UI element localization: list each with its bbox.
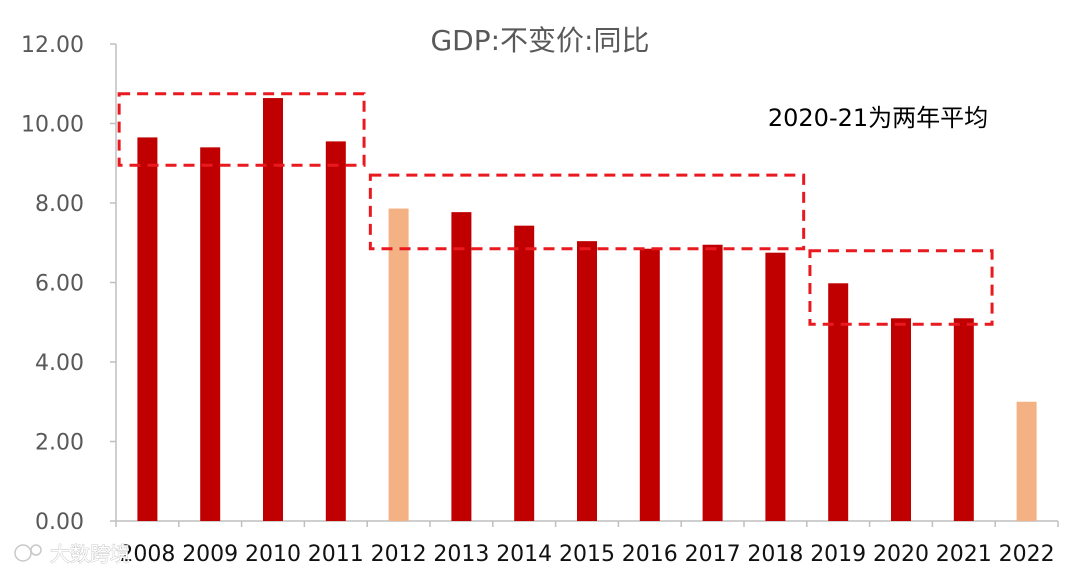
bar-2014: [514, 225, 535, 521]
dashed-highlight-box-2: [368, 173, 806, 251]
bar-2020: [891, 318, 911, 521]
x-tick-label: 2012: [371, 542, 427, 567]
bar-2022: [1016, 401, 1037, 521]
x-tick-label: 2016: [622, 542, 678, 567]
chart-title: GDP:不变价:同比: [430, 24, 649, 57]
x-tick-label: 2013: [433, 542, 489, 567]
highlight-boxes: [117, 92, 994, 326]
y-tick-label: 10.00: [21, 113, 84, 138]
x-tick-label: 2014: [496, 542, 552, 567]
bar-2013: [451, 212, 472, 521]
watermark-logo-icon-dot: [30, 544, 42, 556]
x-tick-label: 2015: [559, 542, 615, 567]
bars: [137, 98, 1037, 522]
bar-2017: [702, 244, 723, 522]
y-tick-label: 2.00: [35, 431, 84, 456]
watermark-logo-icon: [14, 544, 32, 562]
bar-2015: [577, 241, 597, 521]
bar-2008: [137, 137, 158, 521]
x-tick-label: 2009: [182, 542, 238, 567]
y-tick-label: 12.00: [21, 33, 84, 58]
x-tick-label: 2011: [308, 542, 364, 567]
axis-labels: 0.00 2.00 4.00 6.00 8.00 10.00 12.00 2008 2009 20…: [21, 33, 1055, 567]
y-tick-label: 4.00: [35, 351, 84, 376]
x-tick-label: 2010: [245, 542, 301, 567]
watermark-text: 大数跨境: [50, 542, 130, 566]
y-tick-label: 6.00: [35, 272, 84, 297]
chart-annotation: 2020-21为两年平均: [768, 104, 988, 132]
dashed-highlight-box-3: [808, 249, 994, 326]
bar-2009: [200, 147, 221, 521]
dashed-highlight-box-1: [117, 92, 366, 167]
x-tick-label: 2018: [747, 542, 803, 567]
bar-2010: [263, 98, 283, 521]
bar-2021: [953, 318, 974, 521]
x-tick-label: 2020: [873, 542, 929, 567]
bar-2011: [325, 141, 346, 521]
x-tick-label: 2021: [936, 542, 992, 567]
bar-2018: [765, 252, 786, 521]
bar-2016: [639, 248, 660, 521]
bar-2012: [388, 208, 409, 521]
bar-2019: [828, 283, 849, 521]
x-tick-label: 2008: [119, 542, 175, 567]
x-tick-label: 2022: [999, 542, 1055, 567]
y-tick-label: 8.00: [35, 192, 84, 217]
x-tick-label: 2017: [685, 542, 741, 567]
watermark: 大数跨境: [14, 542, 130, 566]
y-tick-label: 0.00: [35, 510, 84, 535]
x-tick-label: 2019: [810, 542, 866, 567]
